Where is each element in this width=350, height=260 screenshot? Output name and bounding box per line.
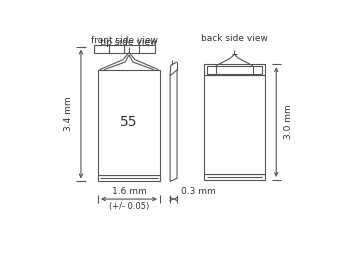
Bar [204, 75, 265, 174]
Text: 1.6 mm: 1.6 mm [112, 187, 146, 196]
Text: 3.0 mm: 3.0 mm [284, 105, 293, 139]
Bar [207, 66, 216, 74]
Bar [204, 174, 265, 180]
Text: 3.4 mm: 3.4 mm [64, 97, 73, 131]
Bar [253, 66, 261, 74]
Text: (+/- 0.05): (+/- 0.05) [109, 202, 149, 211]
Text: tip side view: tip side view [100, 38, 158, 47]
Text: front side view: front side view [91, 36, 158, 45]
Bar [98, 175, 160, 181]
Text: 0.3 mm: 0.3 mm [181, 187, 216, 196]
Text: back side view: back side view [201, 34, 268, 43]
Bar [98, 70, 160, 175]
Text: 55: 55 [120, 115, 138, 129]
Polygon shape [170, 70, 177, 181]
Bar [204, 64, 265, 75]
Bar [94, 45, 155, 53]
